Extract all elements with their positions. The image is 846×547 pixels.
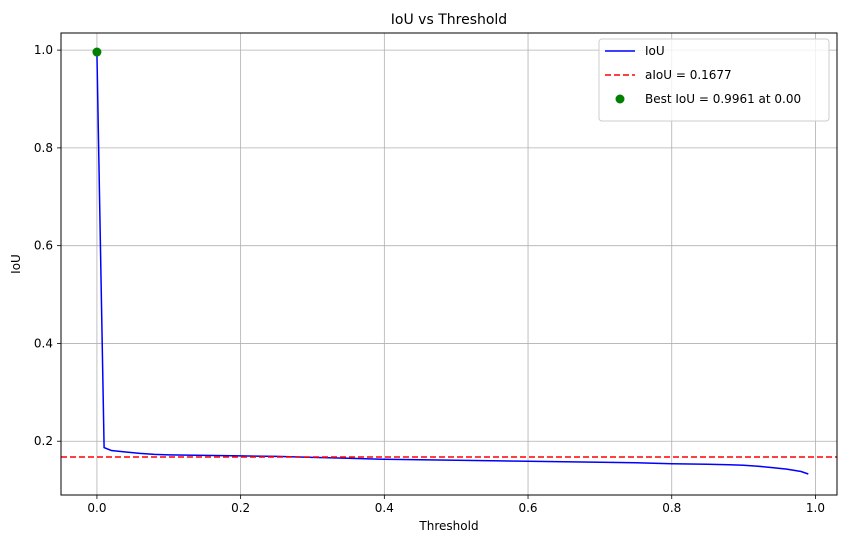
y-axis-label: IoU bbox=[9, 254, 23, 274]
x-axis-ticks: 0.0 0.2 0.4 0.6 0.8 1.0 bbox=[87, 495, 825, 515]
y-axis-ticks: 0.2 0.4 0.6 0.8 1.0 bbox=[34, 43, 61, 448]
x-axis-label: Threshold bbox=[418, 519, 478, 533]
x-tick-label: 0.0 bbox=[87, 501, 106, 515]
y-tick-label: 0.8 bbox=[34, 141, 53, 155]
legend-box bbox=[598, 38, 830, 122]
legend-label: aIoU = 0.1677 bbox=[645, 68, 732, 82]
legend-label: Best IoU = 0.9961 at 0.00 bbox=[645, 92, 801, 106]
legend-label: IoU bbox=[645, 44, 665, 58]
x-tick-label: 0.4 bbox=[375, 501, 394, 515]
x-tick-label: 1.0 bbox=[806, 501, 825, 515]
iou-series-line bbox=[96, 51, 809, 475]
chart-title: IoU vs Threshold bbox=[391, 12, 507, 28]
legend-swatch-best bbox=[615, 94, 625, 104]
y-tick-label: 1.0 bbox=[34, 43, 53, 57]
axes-frame bbox=[60, 32, 838, 496]
x-tick-label: 0.6 bbox=[518, 501, 537, 515]
plot-area bbox=[61, 47, 837, 475]
y-tick-label: 0.4 bbox=[34, 336, 53, 350]
x-tick-label: 0.8 bbox=[662, 501, 681, 515]
y-tick-label: 0.2 bbox=[34, 434, 53, 448]
y-tick-label: 0.6 bbox=[34, 239, 53, 253]
legend: IoU aIoU = 0.1677 Best IoU = 0.9961 at 0.0… bbox=[598, 38, 830, 122]
best-iou-point bbox=[92, 47, 102, 57]
x-tick-label: 0.2 bbox=[231, 501, 250, 515]
